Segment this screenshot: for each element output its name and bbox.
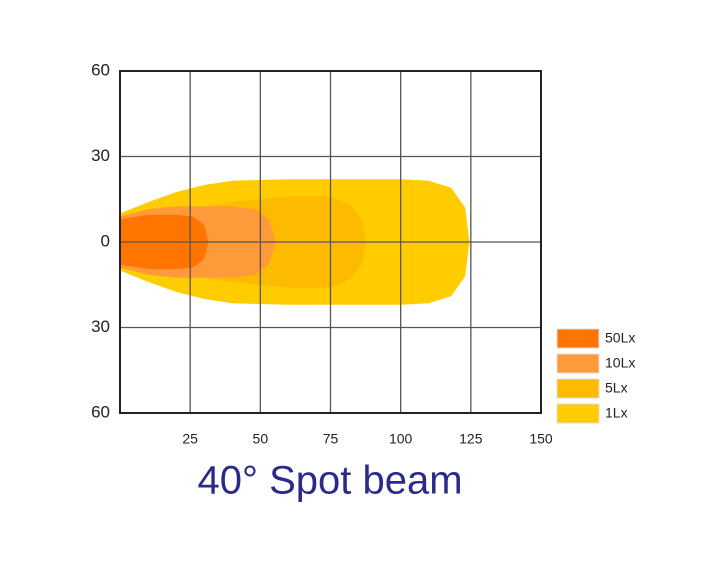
x-tick-label: 150 (529, 431, 553, 447)
y-tick-label: 60 (91, 60, 110, 79)
x-tick-label: 25 (182, 431, 198, 447)
legend-swatch (556, 403, 600, 424)
legend-swatch (556, 328, 600, 349)
y-tick-label: 0 (101, 231, 110, 250)
legend-label: 1Lx (605, 405, 628, 421)
x-tick-label: 125 (459, 431, 483, 447)
y-tick-label: 60 (91, 402, 110, 421)
plot-frame (119, 70, 542, 414)
x-tick-label: 100 (389, 431, 413, 447)
legend-label: 10Lx (605, 355, 635, 371)
legend-label: 5Lx (605, 380, 628, 396)
legend-label: 50Lx (605, 330, 635, 346)
x-tick-label: 75 (323, 431, 339, 447)
y-tick-label: 30 (91, 317, 110, 336)
x-tick-label: 50 (253, 431, 269, 447)
legend-swatch (556, 353, 600, 374)
legend-swatch (556, 378, 600, 399)
y-tick-label: 30 (91, 146, 110, 165)
chart-title: 40° Spot beam (197, 459, 462, 503)
